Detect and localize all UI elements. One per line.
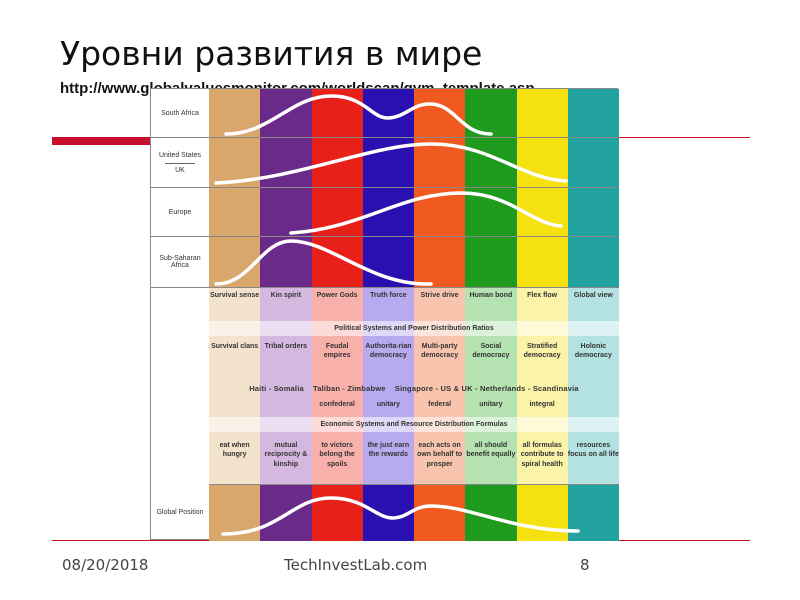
page-number: 8: [580, 556, 590, 574]
curve-europe: [289, 191, 563, 235]
economic-cell: mutual reciprocity & kinship: [264, 442, 308, 468]
political-header: Political Systems and Power Distribution…: [209, 321, 619, 336]
color-column: [209, 188, 261, 236]
economic-cell: all formulas contribute to spiral health: [520, 442, 564, 468]
row-label-south-africa: South Africa: [151, 89, 209, 138]
structures-cell: federal: [428, 401, 452, 408]
curve-sub-saharan: [214, 239, 433, 286]
political-cell: Authorita-rian democracy: [365, 343, 412, 360]
structure-row: confederal unitary federal unitary integral: [209, 397, 619, 413]
footer-site: TechInvestLab.com: [284, 556, 428, 574]
slide-title: Уровни развития в мире: [60, 34, 483, 73]
economic-cell: resources focus on all life: [567, 442, 619, 459]
accent-line: [618, 137, 750, 138]
color-column: [362, 188, 414, 236]
structures-cell: integral: [529, 401, 555, 408]
row-label-us: United States: [158, 151, 202, 159]
economic-cell: all should benefit equally: [466, 442, 516, 459]
political-cell: Survival clans: [211, 343, 259, 350]
memes-cell: Power Gods: [311, 288, 363, 320]
row-label-europe: Europe: [151, 188, 209, 237]
memes-cell: Global view: [567, 288, 619, 320]
economic-cell: to victors belong the spoils: [319, 442, 355, 468]
color-column: [260, 188, 312, 236]
political-row: Survival clans Tribal orders Feudal empire…: [209, 339, 619, 379]
color-column: [414, 237, 466, 287]
political-cell: Feudal empires: [323, 343, 351, 360]
distribution-curves: [214, 94, 580, 536]
color-column: [567, 237, 619, 287]
structures-cell: unitary: [376, 401, 401, 408]
accent-bar: [52, 137, 150, 145]
memes-cell: Flex flow: [516, 288, 568, 320]
row-label-sub-saharan: Sub-Saharan Africa: [151, 237, 209, 288]
color-column: [567, 188, 619, 236]
political-cell: Social democracy: [472, 343, 510, 360]
row-label-global: Global Position: [156, 509, 204, 516]
curve-us-uk: [214, 142, 568, 185]
memes-cell: Human bond: [465, 288, 517, 320]
color-band: [209, 237, 619, 288]
color-column: [311, 485, 363, 541]
economic-row: eat when hungry mutual reciprocity & kins…: [209, 438, 619, 484]
economic-cell: the just earn the rewards: [367, 442, 410, 459]
color-column: [465, 237, 517, 287]
meme-row: Survival sense Kin spirit Power Gods Truth …: [209, 288, 619, 320]
structures-cell: unitary: [479, 401, 503, 408]
color-column: [567, 138, 619, 187]
political-cell: Holonic democracy: [574, 343, 612, 360]
footer-date: 08/20/2018: [62, 556, 149, 574]
political-cell: Stratified democracy: [523, 343, 561, 360]
economic-cell: each acts on own behalf to prosper: [417, 442, 463, 468]
economic-cell: eat when hungry: [219, 442, 250, 459]
color-column: [260, 237, 312, 287]
political-cell: Tribal orders: [264, 343, 308, 350]
curve-south-africa: [224, 94, 493, 136]
memes-cell: Kin spirit: [260, 288, 312, 320]
color-column: [414, 485, 466, 541]
memes-cell: Truth force: [362, 288, 414, 320]
color-column: [516, 89, 568, 137]
political-cell: Multi-party democracy: [421, 343, 459, 360]
color-column: [414, 89, 466, 137]
row-label-us-uk: United States UK: [151, 138, 209, 188]
color-column: [567, 89, 619, 137]
color-column: [516, 237, 568, 287]
row-label-uk: UK: [165, 162, 195, 174]
structures-cell: confederal: [319, 401, 355, 408]
spiral-dynamics-figure: South Africa United States UK Europe Sub…: [150, 88, 619, 541]
examples-row: Haiti - Somalia Taliban - Zimbabwe Singa…: [249, 384, 579, 393]
memes-cell: Survival sense: [209, 288, 261, 320]
economic-header: Economic Systems and Resource Distributi…: [209, 417, 619, 432]
memes-cell: Strive drive: [414, 288, 466, 320]
curve-global: [221, 496, 580, 536]
color-column: [260, 138, 312, 187]
